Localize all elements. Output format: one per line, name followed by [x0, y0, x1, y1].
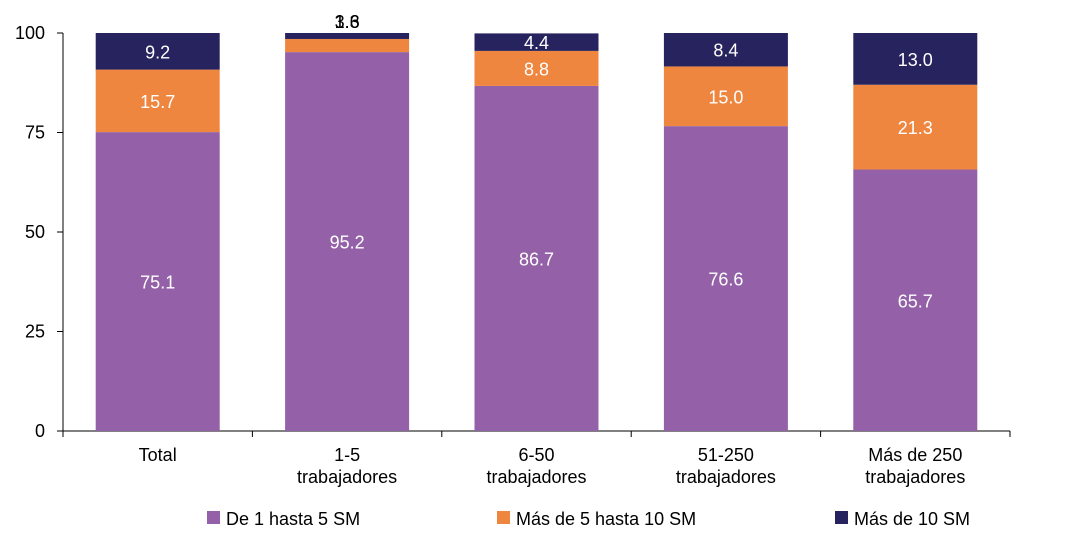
chart-bars	[95, 33, 978, 432]
data-label: 65.7	[898, 291, 933, 311]
bar-segment	[95, 132, 220, 432]
x-category-label: 1-5 trabajadores	[297, 445, 397, 487]
data-label: 76.6	[708, 270, 743, 290]
data-label: 9.2	[145, 42, 170, 62]
data-label: 86.7	[519, 249, 554, 269]
legend-label: Más de 10 SM	[854, 509, 970, 529]
chart-data-labels: 75.1 15.7 9.2 95.2 3.31.6 86.7 8.8 4.4 76.6 15.0 8…	[140, 12, 933, 311]
data-label: 15.0	[708, 87, 743, 107]
bar-segment	[95, 69, 220, 133]
bar-segment	[474, 33, 599, 51]
y-tick-label: 100	[15, 23, 45, 43]
bar-segment	[853, 169, 978, 431]
data-label: 8.4	[713, 41, 738, 61]
bar-segment	[663, 126, 788, 431]
x-category-label: Más de 250 trabajadores	[865, 445, 965, 487]
x-category-label: Total	[139, 445, 177, 465]
chart-legend: De 1 hasta 5 SM Más de 5 hasta 10 SM Más d…	[207, 509, 970, 529]
data-label: 95.2	[330, 233, 365, 253]
y-tick-label: 75	[25, 123, 45, 143]
bar-segment	[853, 84, 978, 170]
bar-segment	[95, 33, 220, 70]
bar-segment	[474, 50, 599, 86]
legend-label: Más de 5 hasta 10 SM	[516, 509, 696, 529]
data-label: 75.1	[140, 273, 175, 293]
data-label: 8.8	[524, 59, 549, 79]
x-category-label: 6-50 trabajadores	[486, 445, 586, 487]
bar-segment	[663, 33, 788, 67]
y-tick-label: 25	[25, 322, 45, 342]
data-label: 1.6	[335, 12, 360, 32]
bar-segment	[853, 33, 978, 85]
bar-segment	[285, 38, 410, 53]
bar-segment	[474, 85, 599, 432]
legend-swatch	[835, 511, 848, 524]
bar-segment	[285, 33, 410, 39]
bar-segment	[285, 52, 410, 431]
data-label: 13.0	[898, 50, 933, 70]
legend-swatch	[207, 511, 220, 524]
bar-segment	[663, 66, 788, 127]
legend-label: De 1 hasta 5 SM	[226, 509, 360, 529]
y-tick-label: 50	[25, 222, 45, 242]
data-label: 21.3	[898, 118, 933, 138]
chart-axes: 0 25 50 75 100 Total 1-5 trabajadores 6-50 trabaj…	[15, 23, 1011, 487]
data-label: 15.7	[140, 92, 175, 112]
y-tick-label: 0	[35, 421, 45, 441]
x-category-label: 51-250 trabajadores	[676, 445, 776, 487]
data-label: 3.3	[335, 12, 360, 32]
legend-swatch	[497, 511, 510, 524]
data-label: 4.4	[524, 33, 549, 53]
